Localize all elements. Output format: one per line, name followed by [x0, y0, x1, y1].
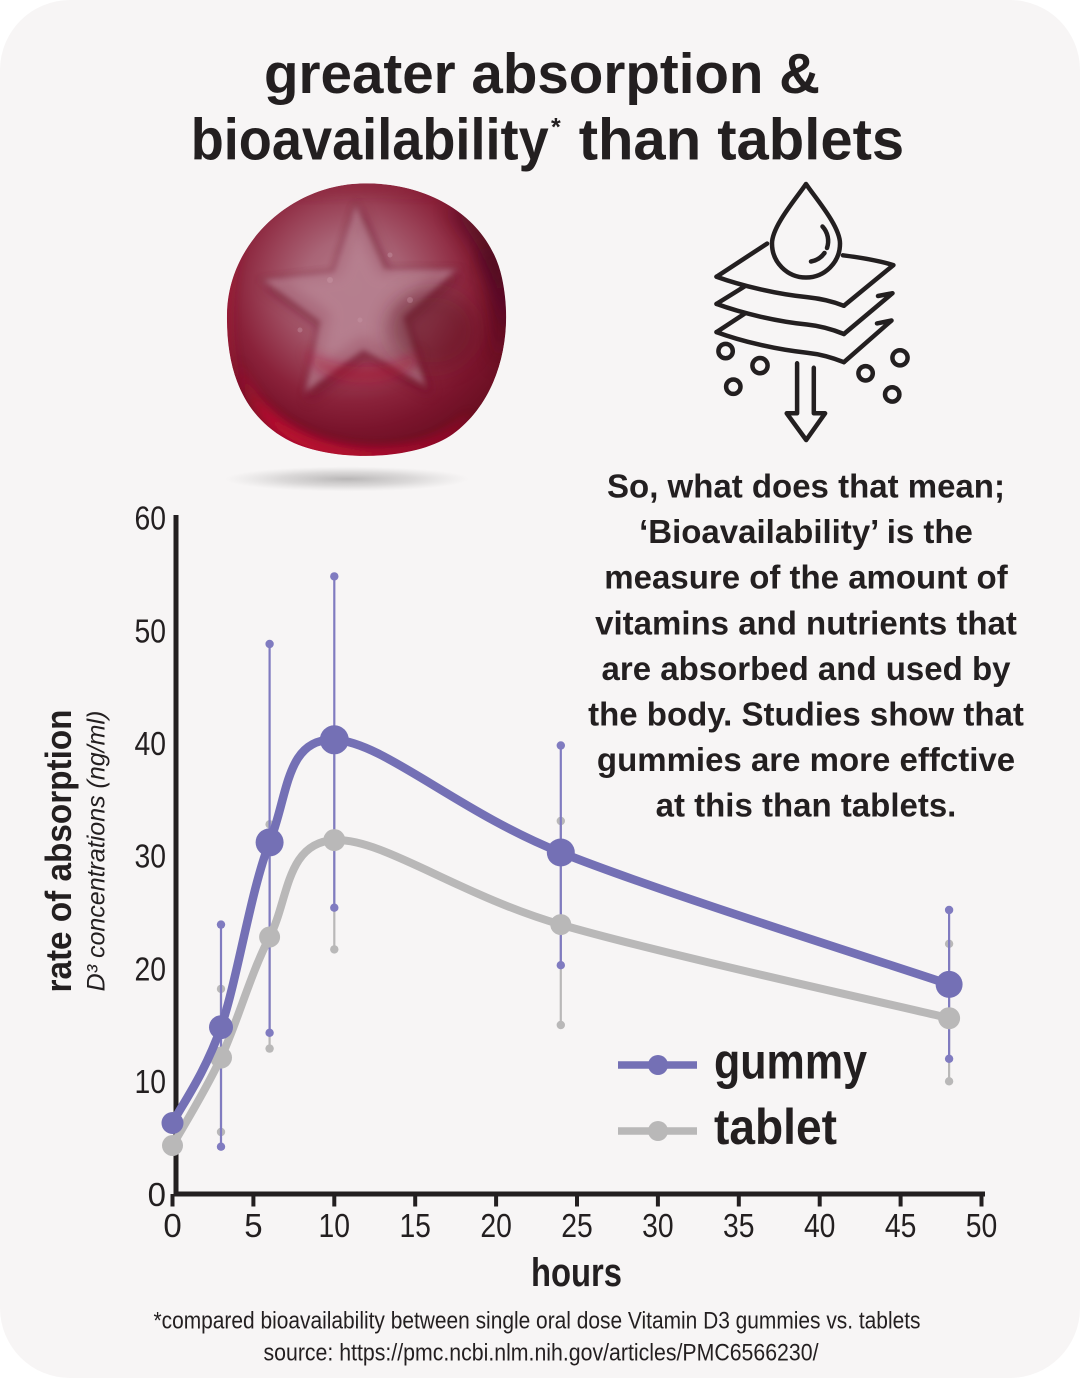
svg-text:rate of absorption: rate of absorption: [38, 710, 79, 993]
svg-text:are absorbed and used by: are absorbed and used by: [602, 650, 1012, 687]
svg-text:bioavailability: bioavailability: [191, 108, 549, 173]
svg-text:gummies are more effctive: gummies are more effctive: [597, 741, 1015, 778]
svg-text:45: 45: [885, 1207, 917, 1244]
svg-text:10: 10: [319, 1207, 351, 1244]
svg-text:the body. Studies show that: the body. Studies show that: [588, 696, 1024, 733]
svg-text:0: 0: [163, 1207, 181, 1244]
svg-text:measure of the amount of: measure of the amount of: [604, 559, 1008, 596]
svg-text:20: 20: [480, 1207, 512, 1244]
svg-text:than tablets: than tablets: [579, 108, 905, 173]
svg-text:30: 30: [642, 1207, 674, 1244]
svg-text:60: 60: [135, 500, 167, 537]
svg-text:vitamins and nutrients that: vitamins and nutrients that: [595, 604, 1017, 641]
svg-text:10: 10: [135, 1063, 167, 1100]
svg-text:25: 25: [561, 1207, 593, 1244]
svg-text:gummy: gummy: [714, 1033, 867, 1089]
svg-text:50: 50: [966, 1207, 998, 1244]
svg-text:40: 40: [135, 725, 167, 762]
svg-text:greater absorption &: greater absorption &: [264, 42, 820, 106]
svg-text:0: 0: [148, 1176, 166, 1213]
svg-text:‘Bioavailability’ is the: ‘Bioavailability’ is the: [639, 513, 973, 550]
svg-text:5: 5: [244, 1207, 262, 1244]
svg-text:So, what does that mean;: So, what does that mean;: [607, 468, 1005, 505]
svg-text:at this than tablets.: at this than tablets.: [656, 787, 957, 824]
svg-text:source: https://pmc.ncbi.nlm.n: source: https://pmc.ncbi.nlm.nih.gov/art…: [264, 1340, 819, 1367]
svg-text:*compared bioavailability betw: *compared bioavailability between single…: [154, 1308, 921, 1335]
svg-text:D³ concentrations (ng/ml): D³ concentrations (ng/ml): [83, 711, 111, 992]
svg-text:40: 40: [804, 1207, 836, 1244]
svg-text:50: 50: [135, 612, 167, 649]
svg-text:20: 20: [135, 950, 167, 987]
svg-text:*: *: [551, 114, 561, 142]
svg-text:hours: hours: [531, 1251, 622, 1295]
svg-text:35: 35: [723, 1207, 755, 1244]
svg-text:15: 15: [399, 1207, 431, 1244]
svg-text:tablet: tablet: [714, 1099, 837, 1155]
svg-text:30: 30: [135, 838, 167, 875]
